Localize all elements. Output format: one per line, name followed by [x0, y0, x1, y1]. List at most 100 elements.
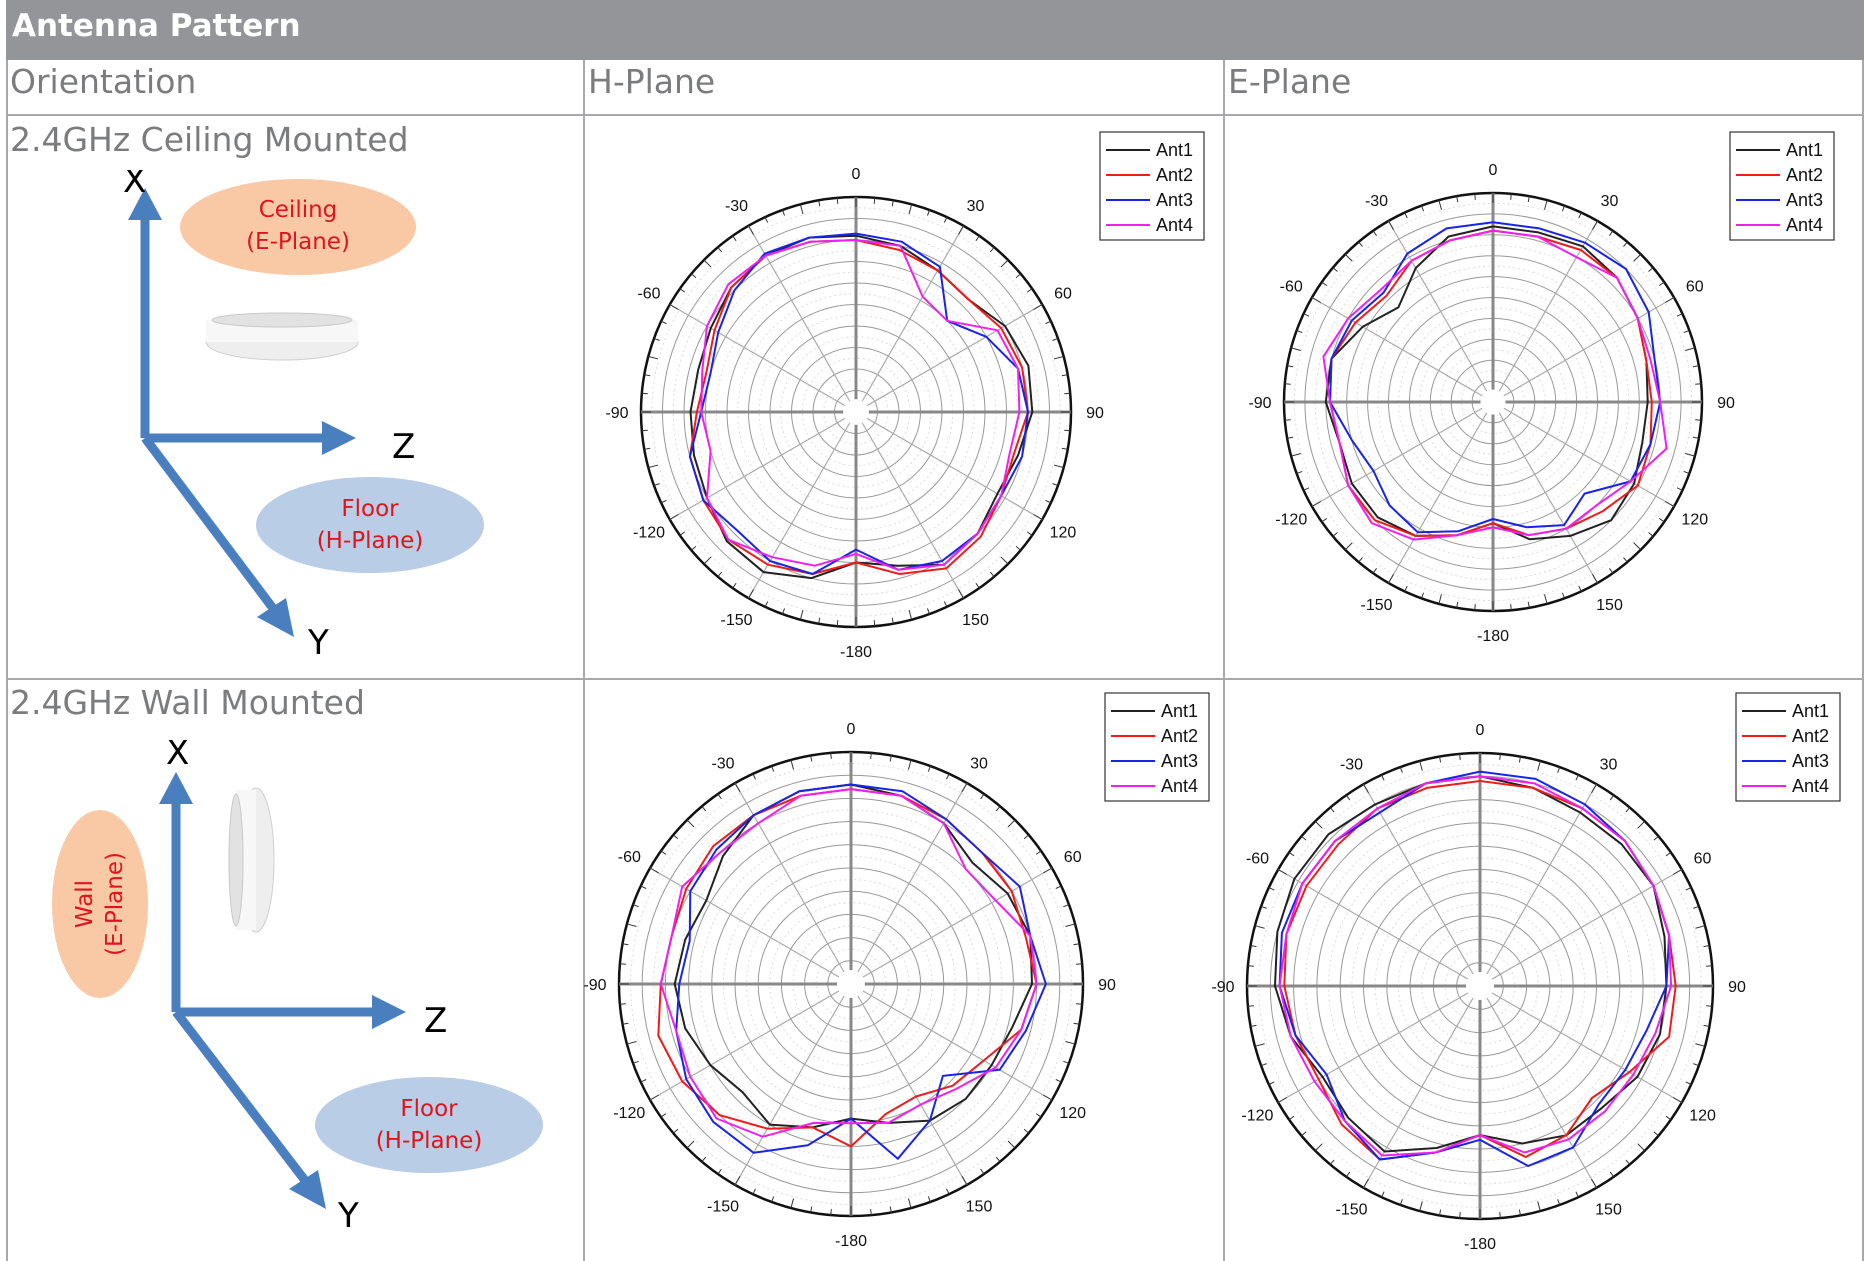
angle-tick — [781, 209, 785, 216]
angle-tick — [810, 1206, 813, 1213]
angle-tick — [1683, 330, 1690, 334]
angle-tick — [1609, 568, 1614, 574]
angle-tick — [1064, 392, 1071, 395]
angle-tick — [975, 235, 980, 242]
angle-tick — [1527, 196, 1530, 203]
angle-tick — [1329, 807, 1335, 813]
angle-tick — [1695, 383, 1702, 385]
legend-label: Ant1 — [1156, 140, 1193, 160]
grid-spoke — [747, 225, 857, 413]
angle-tick — [622, 1022, 629, 1025]
angle-tick — [1637, 1143, 1646, 1152]
angle-tick — [640, 885, 647, 889]
angle-tick — [622, 943, 629, 946]
legend-label: Ant2 — [1786, 165, 1823, 185]
angle-tick — [810, 755, 813, 762]
angle-tick — [873, 620, 876, 627]
grid-spoke — [1479, 985, 1683, 1104]
angle-label: 60 — [1686, 279, 1704, 296]
angle-tick — [818, 617, 821, 624]
angle-label: -150 — [707, 1199, 739, 1216]
legend-label: Ant2 — [1792, 726, 1829, 746]
grid-spoke — [734, 983, 852, 1186]
angle-tick — [632, 904, 639, 908]
center-hole — [843, 399, 869, 425]
angle-label: -60 — [618, 849, 641, 866]
angle-tick — [1290, 347, 1301, 351]
angle-tick — [1063, 1060, 1070, 1064]
angle-tick — [1321, 281, 1327, 286]
angle-tick — [1321, 518, 1327, 523]
angle-tick — [1456, 196, 1459, 203]
angle-label: 60 — [1064, 849, 1082, 866]
column-header-orientation: Orientation — [10, 62, 197, 101]
angle-tick — [771, 765, 775, 772]
angle-tick — [734, 782, 741, 792]
series-line-ant3 — [688, 232, 1029, 575]
angle-tick — [908, 609, 913, 620]
grid-spoke — [1492, 296, 1675, 403]
angle-tick — [1648, 267, 1654, 272]
angle-label: -90 — [583, 977, 606, 994]
angle-tick — [752, 1188, 756, 1195]
angle-tick — [748, 589, 754, 599]
angle-tick — [672, 834, 679, 840]
angle-tick — [927, 1196, 931, 1203]
angle-tick — [686, 819, 695, 828]
angle-tick — [669, 304, 679, 310]
angle-tick — [1665, 501, 1675, 507]
floor-ellipse-sublabel: (H-Plane) — [376, 1128, 483, 1154]
angle-tick — [1438, 199, 1442, 210]
angle-tick — [1055, 1079, 1062, 1083]
angle-tick — [836, 197, 839, 204]
angle-label: -180 — [1477, 628, 1509, 645]
angle-tick — [995, 1156, 1001, 1163]
angle-tick — [1023, 1128, 1030, 1134]
angle-tick — [1314, 1143, 1323, 1152]
angle-tick — [701, 805, 707, 812]
angle-tick — [1706, 965, 1713, 967]
angle-tick — [1045, 499, 1052, 504]
angle-tick — [1518, 1209, 1521, 1216]
angle-tick — [830, 752, 832, 759]
series-line-ant2 — [657, 788, 1038, 1148]
angle-tick — [1026, 288, 1033, 293]
angle-tick — [1421, 592, 1425, 599]
angle-tick — [1609, 1171, 1615, 1178]
angle-tick — [1045, 320, 1052, 325]
grid-spoke — [649, 867, 852, 985]
series-line-ant3 — [1329, 221, 1662, 534]
angle-tick — [1676, 313, 1683, 317]
angle-tick — [641, 429, 648, 432]
grid-spoke — [747, 411, 857, 599]
angle-tick — [927, 608, 931, 615]
angle-tick — [1311, 501, 1321, 507]
angle-tick — [660, 850, 667, 855]
polar-grid — [1245, 751, 1715, 1221]
row-label-wall: 2.4GHz Wall Mounted — [10, 683, 365, 722]
legend-label: Ant3 — [1792, 751, 1829, 771]
angle-tick — [1372, 568, 1377, 574]
angle-label: -60 — [637, 286, 660, 303]
grid-spoke — [1479, 985, 1598, 1189]
angle-tick — [1623, 557, 1628, 563]
angle-tick — [660, 499, 667, 504]
angle-tick — [889, 1206, 892, 1213]
angle-tick — [946, 1188, 950, 1195]
angle-label: -120 — [1275, 512, 1307, 529]
angle-tick — [1672, 869, 1683, 875]
angle-tick — [1676, 487, 1683, 491]
floor-ellipse-label: Floor — [341, 496, 399, 522]
grid-spoke — [669, 411, 857, 521]
angle-tick — [764, 601, 769, 608]
angle-label: -90 — [1211, 979, 1234, 996]
grid-spoke — [1277, 985, 1481, 1104]
angle-tick — [1033, 514, 1043, 520]
angle-tick — [1659, 518, 1665, 523]
angle-label: 150 — [962, 612, 989, 629]
angle-tick — [946, 773, 950, 780]
angle-tick — [1303, 487, 1310, 491]
page-title: Antenna Pattern — [12, 8, 301, 44]
floor-h-plane-ellipse — [256, 477, 484, 573]
